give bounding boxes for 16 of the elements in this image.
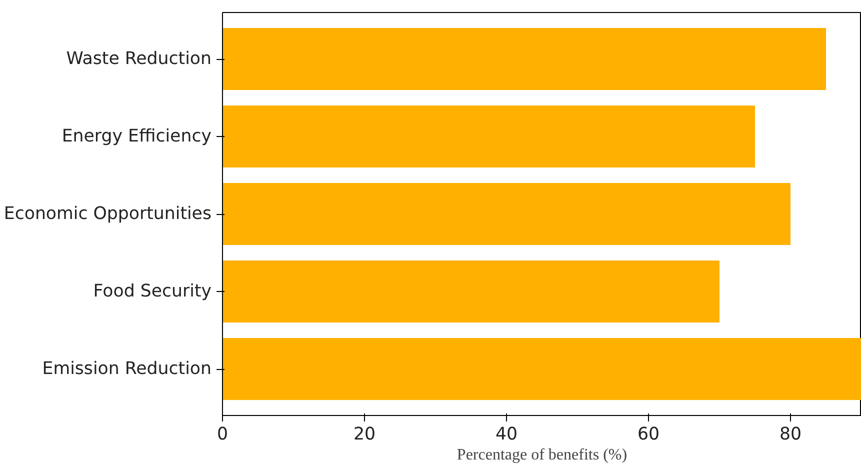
bar bbox=[222, 106, 755, 168]
bar bbox=[222, 260, 720, 322]
x-tick-label: 0 bbox=[216, 424, 228, 444]
x-axis-title: Percentage of benefits (%) bbox=[456, 446, 628, 464]
y-tick-label: Waste Reduction bbox=[66, 49, 212, 69]
bar bbox=[222, 183, 790, 245]
bar bbox=[222, 28, 826, 90]
y-tick-label: Economic Opportunities bbox=[4, 204, 212, 224]
x-tick-label: 20 bbox=[353, 424, 376, 444]
y-tick-label: Food Security bbox=[93, 282, 212, 302]
y-tick-label: Emission Reduction bbox=[42, 359, 212, 379]
y-tick-label: Energy Efficiency bbox=[62, 126, 212, 146]
x-tick-label: 80 bbox=[779, 424, 802, 444]
x-tick-label: 40 bbox=[495, 424, 518, 444]
x-tick-label: 60 bbox=[637, 424, 660, 444]
bar bbox=[222, 338, 861, 400]
